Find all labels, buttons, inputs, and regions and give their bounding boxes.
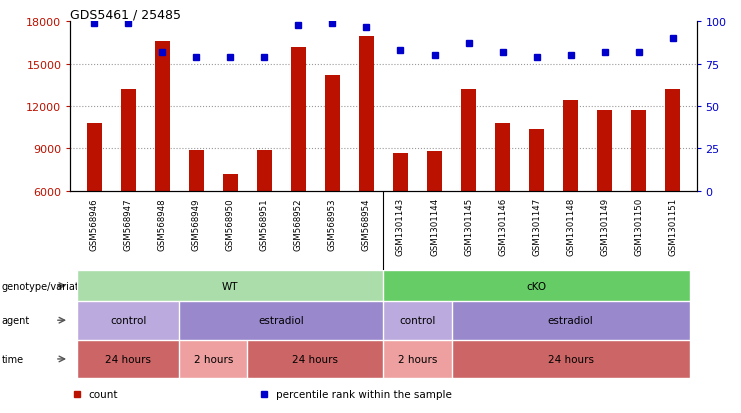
Text: 24 hours: 24 hours: [293, 354, 339, 364]
Text: GSM1301147: GSM1301147: [532, 197, 541, 256]
Text: GSM568946: GSM568946: [90, 197, 99, 250]
Text: genotype/variation: genotype/variation: [1, 281, 94, 291]
Bar: [631, 111, 646, 191]
Text: control: control: [399, 316, 436, 325]
Text: 24 hours: 24 hours: [105, 354, 151, 364]
Text: cKO: cKO: [527, 281, 547, 291]
Bar: [563, 101, 578, 191]
Text: GSM568952: GSM568952: [294, 197, 303, 250]
Bar: [665, 90, 680, 191]
Text: GSM568951: GSM568951: [260, 197, 269, 250]
Text: GSM568947: GSM568947: [124, 197, 133, 250]
Bar: [290, 48, 306, 191]
Text: GSM568948: GSM568948: [158, 197, 167, 250]
Bar: [393, 153, 408, 191]
Text: percentile rank within the sample: percentile rank within the sample: [276, 389, 452, 399]
Bar: [325, 76, 340, 191]
Text: WT: WT: [222, 281, 239, 291]
Bar: [256, 150, 272, 191]
Text: count: count: [88, 389, 117, 399]
Text: agent: agent: [1, 316, 30, 325]
Text: GSM1301143: GSM1301143: [396, 197, 405, 256]
Text: time: time: [1, 354, 24, 364]
Bar: [223, 174, 238, 191]
Text: GSM568954: GSM568954: [362, 197, 371, 250]
Text: GSM568950: GSM568950: [226, 197, 235, 250]
Bar: [155, 42, 170, 191]
Bar: [359, 36, 374, 191]
Bar: [427, 152, 442, 191]
Text: GSM1301148: GSM1301148: [566, 197, 575, 256]
Text: GSM1301146: GSM1301146: [498, 197, 507, 256]
Text: GSM568949: GSM568949: [192, 197, 201, 250]
Text: GSM1301150: GSM1301150: [634, 197, 643, 256]
Text: GSM568953: GSM568953: [328, 197, 337, 250]
Text: GDS5461 / 25485: GDS5461 / 25485: [70, 8, 182, 21]
Text: 24 hours: 24 hours: [548, 354, 594, 364]
Text: GSM1301151: GSM1301151: [668, 197, 677, 256]
Bar: [529, 129, 544, 191]
Bar: [189, 150, 204, 191]
Text: estradiol: estradiol: [548, 316, 594, 325]
Text: GSM1301145: GSM1301145: [464, 197, 473, 256]
Text: GSM1301149: GSM1301149: [600, 197, 609, 256]
Text: GSM1301144: GSM1301144: [430, 197, 439, 256]
Bar: [121, 90, 136, 191]
Bar: [597, 111, 612, 191]
Text: estradiol: estradiol: [259, 316, 305, 325]
Text: control: control: [110, 316, 147, 325]
Text: 2 hours: 2 hours: [398, 354, 437, 364]
Bar: [495, 124, 511, 191]
Bar: [87, 124, 102, 191]
Bar: [461, 90, 476, 191]
Text: 2 hours: 2 hours: [193, 354, 233, 364]
